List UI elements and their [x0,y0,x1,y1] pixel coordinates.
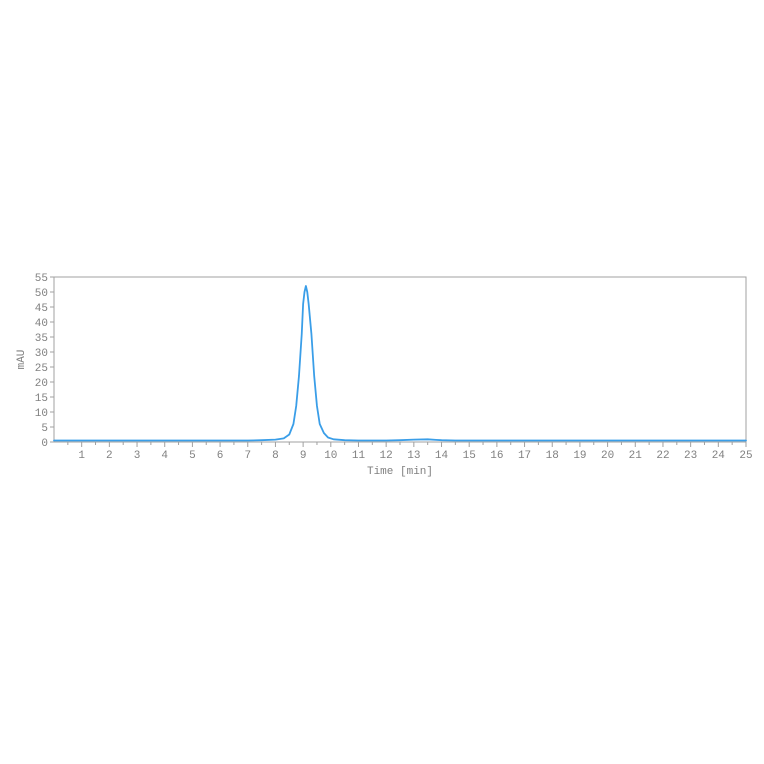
svg-text:35: 35 [35,333,48,345]
svg-text:20: 20 [601,450,614,462]
svg-text:Time [min]: Time [min] [367,466,433,478]
svg-text:13: 13 [407,450,420,462]
chart-svg: 0510152025303540455055123456789101112131… [12,272,752,492]
svg-text:5: 5 [41,423,48,435]
chromatogram-chart: 0510152025303540455055123456789101112131… [12,272,752,492]
svg-text:10: 10 [35,408,48,420]
svg-text:15: 15 [463,450,476,462]
svg-text:9: 9 [300,450,307,462]
svg-text:3: 3 [134,450,141,462]
svg-text:40: 40 [35,318,48,330]
svg-text:6: 6 [217,450,224,462]
svg-text:22: 22 [656,450,669,462]
svg-text:18: 18 [546,450,559,462]
svg-text:25: 25 [739,450,752,462]
svg-text:12: 12 [380,450,393,462]
svg-text:2: 2 [106,450,113,462]
svg-text:14: 14 [435,450,449,462]
svg-text:7: 7 [244,450,251,462]
svg-text:23: 23 [684,450,697,462]
svg-text:30: 30 [35,348,48,360]
svg-text:4: 4 [161,450,168,462]
svg-text:17: 17 [518,450,531,462]
svg-text:mAU: mAU [16,350,28,370]
svg-text:20: 20 [35,378,48,390]
svg-text:25: 25 [35,363,48,375]
svg-text:0: 0 [41,438,48,450]
svg-text:10: 10 [324,450,337,462]
svg-text:15: 15 [35,393,48,405]
svg-text:55: 55 [35,273,48,285]
svg-text:16: 16 [490,450,503,462]
svg-text:24: 24 [712,450,726,462]
svg-text:21: 21 [629,450,643,462]
svg-text:8: 8 [272,450,279,462]
svg-text:11: 11 [352,450,366,462]
svg-text:19: 19 [573,450,586,462]
svg-text:5: 5 [189,450,196,462]
svg-text:50: 50 [35,288,48,300]
svg-text:45: 45 [35,303,48,315]
svg-text:1: 1 [78,450,85,462]
